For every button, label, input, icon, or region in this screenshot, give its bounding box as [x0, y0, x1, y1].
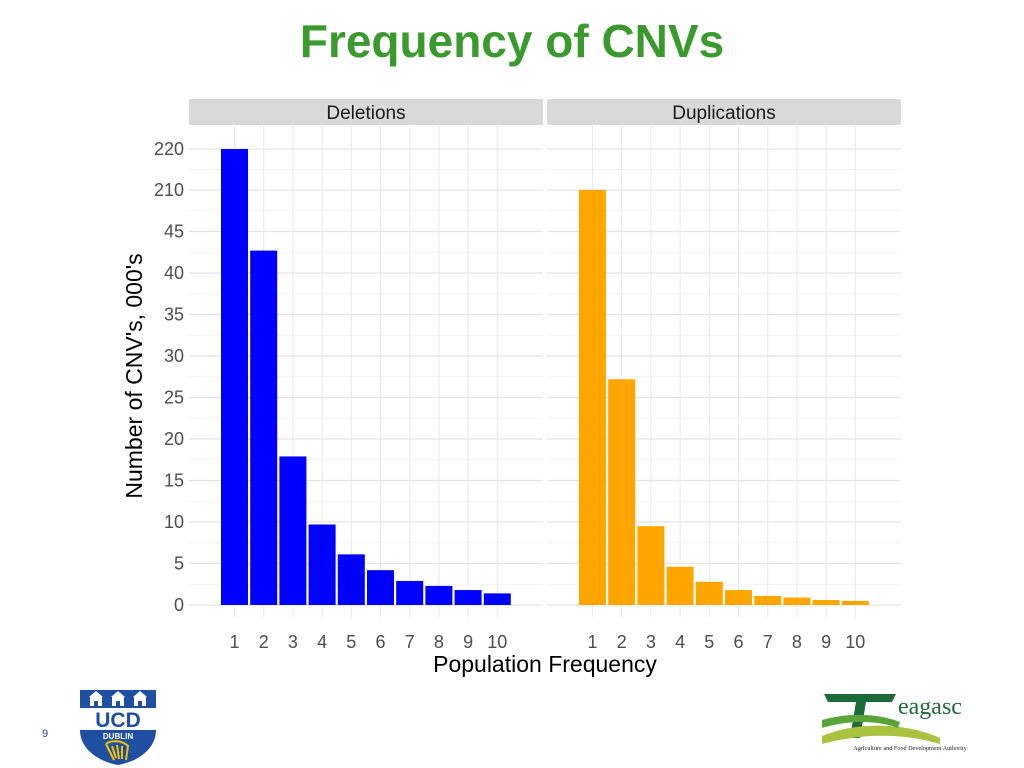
- y-tick-label: 25: [164, 388, 184, 408]
- deletions-bar-5: [337, 554, 365, 605]
- facet-header-1: [189, 99, 543, 125]
- deletions-bar-10: [483, 593, 511, 605]
- duplications-bar-7: [754, 595, 782, 605]
- y-tick-label: 5: [174, 554, 184, 574]
- deletions-bar-1: [221, 149, 248, 605]
- y-tick-label: 20: [164, 429, 184, 449]
- x-tick-label: 5: [704, 632, 714, 652]
- duplications-bar-8: [783, 597, 811, 605]
- duplications-bar-10: [841, 600, 869, 605]
- x-tick-label: 9: [463, 632, 473, 652]
- x-axis-title: Population Frequency: [433, 651, 657, 677]
- facet-header-2: [547, 99, 901, 125]
- ucd-dublin-logo: UCD DUBLIN: [76, 686, 160, 766]
- x-tick-label: 4: [675, 632, 685, 652]
- duplications-bar-4: [666, 566, 694, 605]
- y-tick-label: 40: [164, 263, 184, 283]
- deletions-bar-8: [425, 585, 453, 605]
- teagasc-tagline: Agriculture and Food Development Authori…: [853, 745, 967, 752]
- slide-number: 9: [42, 728, 49, 740]
- deletions-bar-3: [279, 456, 307, 605]
- y-tick-label: 15: [164, 471, 184, 491]
- x-tick-label: 8: [792, 632, 802, 652]
- duplications-bar-3: [637, 526, 665, 605]
- y-tick-label: 0: [174, 595, 184, 615]
- deletions-bar-4: [308, 524, 336, 605]
- x-tick-label: 6: [733, 632, 743, 652]
- slide-title: Frequency of CNVs: [299, 15, 725, 67]
- deletions-bar-7: [396, 580, 424, 605]
- y-tick-label: 45: [164, 222, 184, 242]
- facet-label-2: Duplications: [672, 103, 776, 124]
- duplications-bar-5: [695, 581, 723, 605]
- y-tick-label: 220: [154, 139, 184, 159]
- y-axis-title: Number of CNV's, 000's: [121, 253, 147, 498]
- duplications-bar-6: [725, 590, 752, 605]
- deletions-bar-9: [454, 590, 482, 605]
- y-tick-label: 10: [164, 512, 184, 532]
- x-tick-label: 5: [346, 632, 356, 652]
- x-tick-label: 10: [487, 632, 507, 652]
- x-tick-label: 7: [763, 632, 773, 652]
- duplications-bar-2: [608, 379, 636, 605]
- deletions-bar-2: [250, 250, 278, 605]
- x-tick-label: 2: [259, 632, 269, 652]
- y-tick-label: 35: [164, 305, 184, 325]
- duplications-bar-9: [812, 600, 840, 605]
- x-tick-label: 2: [617, 632, 627, 652]
- x-tick-label: 4: [317, 632, 327, 652]
- x-tick-label: 7: [405, 632, 415, 652]
- duplications-bar-1: [579, 190, 606, 605]
- x-tick-label: 10: [845, 632, 865, 652]
- x-tick-label: 6: [375, 632, 385, 652]
- ucd-logo-subtext: DUBLIN: [103, 732, 133, 741]
- x-tick-label: 3: [288, 632, 298, 652]
- deletions-bar-6: [367, 570, 394, 605]
- x-tick-label: 1: [229, 632, 239, 652]
- teagasc-wordmark: eagasc: [898, 694, 962, 720]
- x-tick-label: 1: [587, 632, 597, 652]
- x-tick-label: 9: [821, 632, 831, 652]
- y-tick-label: 30: [164, 346, 184, 366]
- x-tick-label: 8: [434, 632, 444, 652]
- y-tick-label: 210: [154, 180, 184, 200]
- ucd-logo-text: UCD: [95, 709, 141, 732]
- facet-label-1: Deletions: [326, 103, 405, 124]
- teagasc-logo: eagasc: [822, 694, 962, 744]
- x-tick-label: 3: [646, 632, 656, 652]
